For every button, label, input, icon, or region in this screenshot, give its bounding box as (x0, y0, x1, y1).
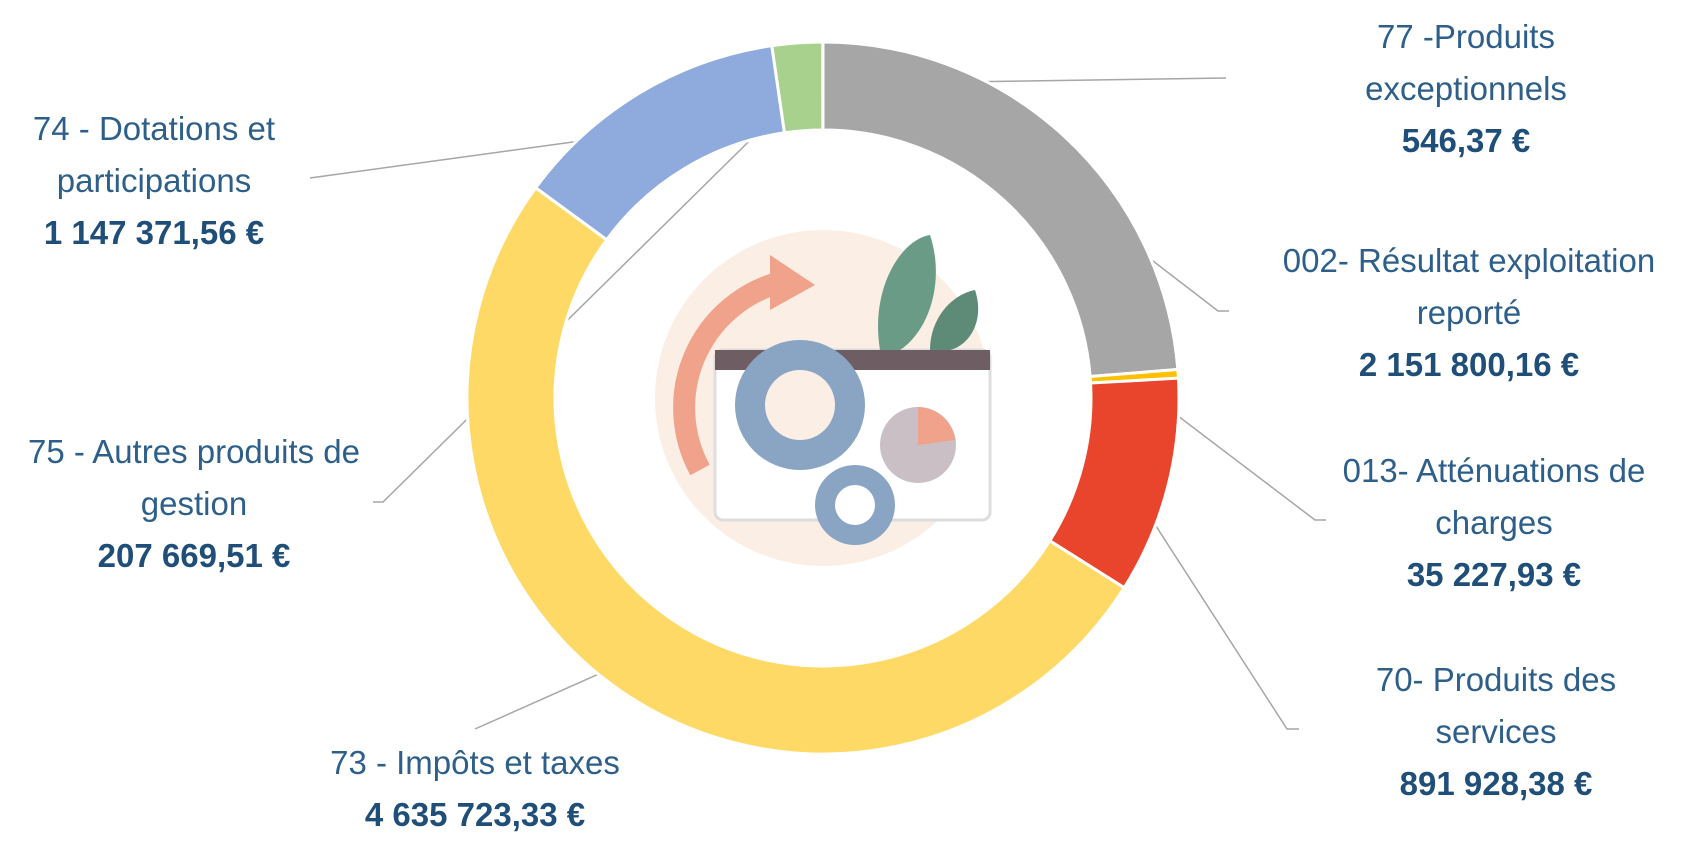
value-label: 891 928,38 € (1346, 758, 1646, 810)
category-label: 75 - Autres produits de gestion (14, 426, 374, 530)
illustration (655, 230, 991, 566)
value-label: 207 669,51 € (14, 530, 374, 582)
category-label: 74 - Dotations et participations (14, 103, 294, 207)
category-label: 70- Produits des services (1346, 654, 1646, 758)
value-label: 35 227,93 € (1334, 549, 1654, 601)
value-label: 546,37 € (1336, 115, 1596, 167)
category-label: 73 - Impôts et taxes (255, 737, 695, 789)
category-label: 77 -Produits exceptionnels (1336, 11, 1596, 115)
category-label: 013- Atténuations de charges (1334, 445, 1654, 549)
category-label: 002- Résultat exploitation reporté (1239, 235, 1696, 339)
value-label: 1 147 371,56 € (14, 207, 294, 259)
value-label: 4 635 723,33 € (255, 789, 695, 841)
value-label: 2 151 800,16 € (1239, 339, 1696, 391)
